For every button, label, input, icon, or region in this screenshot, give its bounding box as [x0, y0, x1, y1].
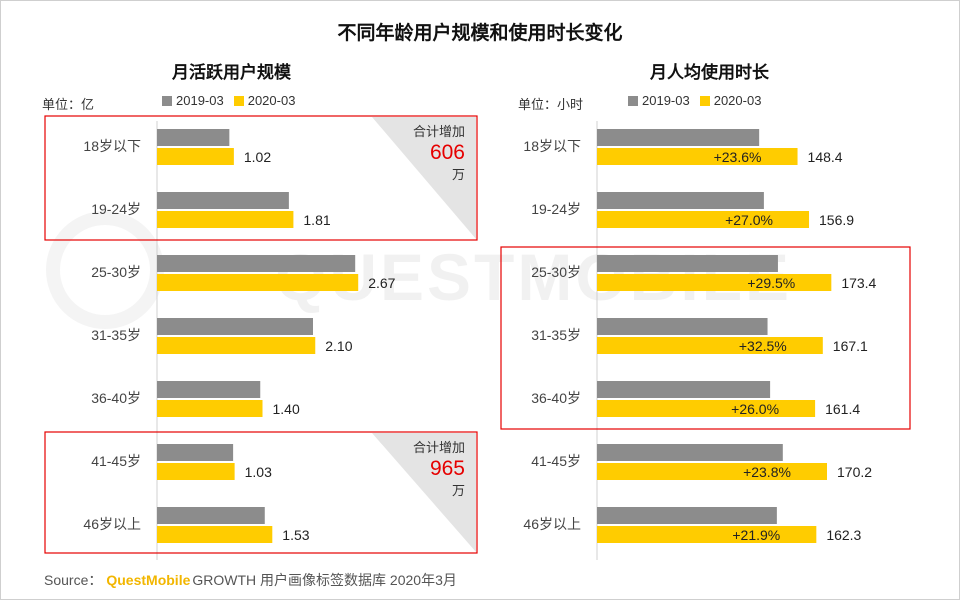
legend-swatch-2020 — [233, 95, 244, 106]
legend-label-2020: 2020-03 — [247, 93, 296, 108]
legend-swatch-2020 — [699, 95, 710, 106]
category-label: 41-45岁 — [91, 453, 141, 469]
category-label: 19-24岁 — [91, 201, 141, 217]
value-label: 170.2 — [837, 464, 872, 480]
category-label: 25-30岁 — [91, 264, 141, 280]
bar-2020 — [157, 400, 263, 417]
callout-triangle — [372, 433, 476, 552]
bar-2020 — [157, 526, 273, 543]
value-label: 2.10 — [325, 338, 352, 354]
bar-2019 — [597, 255, 778, 272]
callout-suffix: 万 — [452, 483, 465, 498]
callout-triangle — [372, 117, 476, 239]
bar-2019 — [597, 192, 764, 209]
category-label: 41-45岁 — [531, 453, 581, 469]
value-label: 1.03 — [245, 464, 272, 480]
highlight-box — [500, 246, 911, 430]
category-label: 36-40岁 — [91, 390, 141, 406]
bar-2019 — [157, 444, 234, 461]
bar-2019 — [597, 381, 771, 398]
growth-label: +27.0% — [725, 212, 773, 228]
legend-label-2019: 2019-03 — [176, 93, 224, 108]
right-subtitle: 月人均使用时长 — [650, 63, 769, 82]
bar-2019 — [157, 255, 356, 272]
growth-label: +23.6% — [714, 149, 762, 165]
bar-2020 — [597, 526, 817, 543]
bar-2019 — [157, 192, 289, 209]
bar-2020 — [597, 337, 823, 354]
bar-2019 — [597, 129, 760, 146]
growth-label: +29.5% — [747, 275, 795, 291]
value-label: 1.40 — [273, 401, 300, 417]
category-label: 18岁以下 — [83, 138, 141, 154]
value-label: 1.81 — [303, 212, 330, 228]
left-legend: 2019-03 2020-03 — [162, 93, 295, 108]
category-label: 31-35岁 — [91, 327, 141, 343]
right-legend: 2019-03 2020-03 — [628, 93, 761, 108]
category-label: 25-30岁 — [531, 264, 581, 280]
value-label: 148.4 — [808, 149, 843, 165]
callout-value: 965 — [430, 457, 465, 480]
highlight-box — [44, 431, 478, 554]
bar-2020 — [597, 274, 832, 291]
bar-2020 — [597, 148, 798, 165]
bar-2019 — [597, 318, 768, 335]
left-subtitle: 月活跃用户规模 — [172, 63, 291, 82]
figure-title: 不同年龄用户规模和使用时长变化 — [337, 23, 623, 44]
value-label: 173.4 — [841, 275, 876, 291]
bar-2020 — [157, 148, 234, 165]
right-unit: 单位：小时 — [518, 97, 584, 112]
bar-2019 — [157, 318, 313, 335]
growth-label: +23.8% — [743, 464, 791, 480]
category-label: 36-40岁 — [531, 390, 581, 406]
callout-value: 606 — [430, 141, 465, 164]
callout-suffix: 万 — [452, 167, 465, 182]
category-label: 46岁以上 — [83, 516, 141, 532]
source-prefix: Source： — [44, 572, 103, 588]
value-label: 1.53 — [282, 527, 309, 543]
source-text: GROWTH 用户画像标签数据库 2020年3月 — [192, 572, 457, 588]
bar-2020 — [157, 211, 294, 228]
category-label: 31-35岁 — [531, 327, 581, 343]
legend-swatch-2019 — [162, 95, 172, 106]
highlight-box — [44, 115, 478, 241]
value-label: 2.67 — [368, 275, 395, 291]
value-label: 156.9 — [819, 212, 854, 228]
bar-2019 — [597, 444, 783, 461]
bar-2019 — [157, 129, 230, 146]
legend-label-2020: 2020-03 — [713, 93, 762, 108]
category-label: 18岁以下 — [523, 138, 581, 154]
category-label: 46岁以上 — [523, 516, 581, 532]
value-label: 1.02 — [244, 149, 271, 165]
value-label: 162.3 — [826, 527, 861, 543]
bar-2019 — [157, 381, 261, 398]
legend-swatch-2019 — [628, 95, 638, 106]
growth-label: +32.5% — [739, 338, 787, 354]
source-brand: QuestMobile — [106, 572, 191, 588]
bar-2019 — [597, 507, 777, 524]
callout-label: 合计增加 — [413, 440, 465, 455]
legend-label-2019: 2019-03 — [642, 93, 690, 108]
value-label: 167.1 — [833, 338, 868, 354]
category-label: 19-24岁 — [531, 201, 581, 217]
bar-2020 — [157, 274, 359, 291]
value-label: 161.4 — [825, 401, 860, 417]
callout-label: 合计增加 — [413, 124, 465, 139]
bar-2020 — [157, 337, 316, 354]
growth-label: +26.0% — [731, 401, 779, 417]
bar-2020 — [157, 463, 235, 480]
bar-2020 — [597, 400, 816, 417]
bar-2019 — [157, 507, 265, 524]
bar-2020 — [597, 463, 827, 480]
growth-label: +21.9% — [732, 527, 780, 543]
bar-2020 — [597, 211, 810, 228]
source-line: Source： QuestMobile GROWTH 用户画像标签数据库 2020年… — [44, 570, 457, 590]
left-unit: 单位：亿 — [42, 97, 95, 112]
